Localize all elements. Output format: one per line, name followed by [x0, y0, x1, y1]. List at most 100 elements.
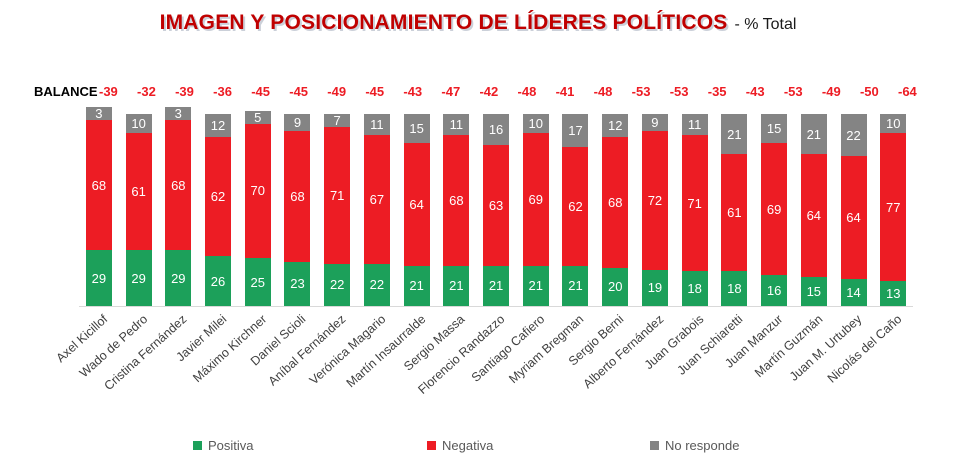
stacked-bar: 21 69 10 — [522, 114, 549, 306]
chart-title-suffix: - % Total — [734, 16, 797, 33]
stacked-bar: 18 71 11 — [681, 114, 708, 306]
bar-segment-no-responde: 7 — [324, 114, 351, 128]
stacked-bar: 20 68 12 — [602, 114, 629, 306]
bar-value-label: 77 — [886, 199, 901, 215]
bar-value-label: 70 — [250, 183, 265, 199]
bar-value-label: 63 — [488, 197, 504, 213]
stacked-bar: 23 68 9 — [284, 114, 311, 306]
bar-column: 13 77 10 — [873, 114, 913, 306]
balance-value: -50 — [859, 84, 879, 99]
bar-segment-negativa: 71 — [681, 135, 708, 272]
bar-value-label: 15 — [409, 120, 424, 136]
bar-segment-positiva: 21 — [522, 265, 549, 306]
bar-column: 23 68 9 — [278, 114, 318, 306]
bar-segment-no-responde: 11 — [681, 114, 708, 136]
bar-segment-negativa: 69 — [761, 142, 788, 276]
bar-value-label: 12 — [210, 118, 226, 134]
bar-segment-positiva: 18 — [721, 271, 748, 306]
bar-value-label: 18 — [727, 281, 742, 297]
legend-item: Positiva — [193, 438, 254, 453]
bar-segment-positiva: 29 — [85, 250, 112, 306]
stacked-bar-plot: 29 68 3 29 61 10 29 68 3 26 62 12 25 70 5 23 68 9 22 71 7 22 6… — [79, 106, 913, 306]
bar-segment-no-responde: 12 — [205, 114, 232, 138]
bar-value-label: 11 — [449, 117, 464, 133]
bar-value-label: 62 — [210, 189, 226, 205]
balance-value: -43 — [403, 84, 423, 99]
balance-value: -35 — [707, 84, 727, 99]
bar-segment-no-responde: 21 — [800, 114, 827, 155]
bar-segment-negativa: 68 — [165, 119, 192, 251]
bar-segment-negativa: 72 — [641, 131, 668, 270]
bar-column: 22 71 7 — [317, 114, 357, 306]
stacked-bar: 25 70 5 — [244, 109, 271, 306]
balance-value: -47 — [441, 84, 461, 99]
bar-segment-negativa: 64 — [840, 156, 867, 280]
balance-value: -41 — [555, 84, 575, 99]
balance-value: -64 — [897, 84, 917, 99]
bar-value-label: 29 — [131, 270, 146, 286]
balance-value: -36 — [213, 84, 232, 99]
bar-value-label: 26 — [210, 273, 226, 289]
balance-value: -45 — [289, 84, 309, 99]
bar-column: 19 72 9 — [635, 114, 675, 306]
bar-value-label: 10 — [886, 116, 901, 132]
bar-value-label: 21 — [449, 278, 464, 294]
balance-value: -48 — [593, 84, 613, 99]
stacked-bar: 21 68 11 — [443, 114, 470, 306]
bar-segment-negativa: 71 — [324, 127, 351, 264]
bar-value-label: 64 — [846, 210, 861, 226]
bar-value-label: 68 — [449, 192, 464, 208]
legend-item: No responde — [650, 438, 739, 453]
bar-segment-no-responde: 9 — [641, 114, 668, 132]
bar-value-label: 22 — [846, 127, 861, 143]
legend-item: Negativa — [427, 438, 493, 453]
balance-value: -43 — [745, 84, 765, 99]
x-axis-baseline — [79, 306, 913, 307]
bar-value-label: 23 — [290, 276, 305, 292]
bar-segment-positiva: 23 — [284, 261, 311, 306]
bar-column: 21 64 15 — [397, 114, 437, 306]
bar-segment-negativa: 68 — [284, 131, 311, 262]
bar-segment-negativa: 68 — [443, 135, 470, 266]
bar-segment-negativa: 67 — [363, 135, 390, 264]
bar-segment-positiva: 14 — [840, 279, 867, 306]
bar-column: 18 71 11 — [675, 114, 715, 306]
bar-column: 25 70 5 — [238, 109, 278, 306]
bar-value-label: 9 — [651, 115, 659, 131]
bar-value-label: 16 — [488, 121, 504, 137]
balance-value: -48 — [517, 84, 537, 99]
bar-value-label: 68 — [91, 177, 107, 193]
bar-segment-negativa: 61 — [125, 133, 152, 251]
stacked-bar: 14 64 22 — [840, 114, 867, 306]
stacked-bar: 21 63 16 — [483, 114, 510, 306]
bar-segment-no-responde: 16 — [483, 114, 510, 145]
bar-value-label: 5 — [254, 109, 262, 125]
bar-segment-positiva: 22 — [324, 263, 351, 306]
bar-value-label: 71 — [687, 195, 702, 211]
bar-column: 29 61 10 — [119, 114, 159, 306]
bar-segment-no-responde: 10 — [880, 114, 907, 134]
stacked-bar: 21 62 17 — [562, 114, 589, 306]
bar-value-label: 71 — [329, 188, 345, 204]
bar-value-label: 64 — [409, 196, 424, 212]
balance-value: -45 — [251, 84, 270, 99]
stacked-bar: 22 71 7 — [324, 114, 351, 306]
bar-value-label: 25 — [250, 274, 265, 290]
legend-swatch — [650, 441, 659, 450]
balance-value: -32 — [137, 84, 156, 99]
bar-column: 29 68 3 — [79, 106, 119, 306]
bar-segment-no-responde: 5 — [244, 109, 271, 125]
bar-segment-no-responde: 3 — [165, 106, 192, 120]
x-axis-label: Axel Kicillof — [53, 312, 111, 366]
bar-segment-negativa: 63 — [483, 144, 510, 266]
bar-column: 29 68 3 — [158, 106, 198, 306]
legend-swatch — [193, 441, 202, 450]
bar-value-label: 16 — [766, 283, 782, 299]
bar-value-label: 67 — [369, 191, 385, 207]
bar-column: 21 63 16 — [476, 114, 516, 306]
bar-segment-no-responde: 15 — [761, 114, 788, 143]
bar-segment-no-responde: 10 — [522, 114, 549, 134]
balance-value: -53 — [669, 84, 689, 99]
bar-value-label: 72 — [647, 192, 663, 208]
stacked-bar: 29 68 3 — [165, 106, 192, 306]
